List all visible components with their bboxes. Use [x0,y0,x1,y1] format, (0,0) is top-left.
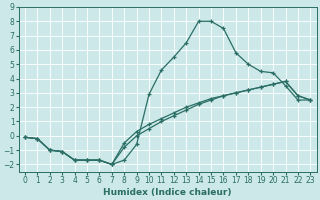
X-axis label: Humidex (Indice chaleur): Humidex (Indice chaleur) [103,188,232,197]
